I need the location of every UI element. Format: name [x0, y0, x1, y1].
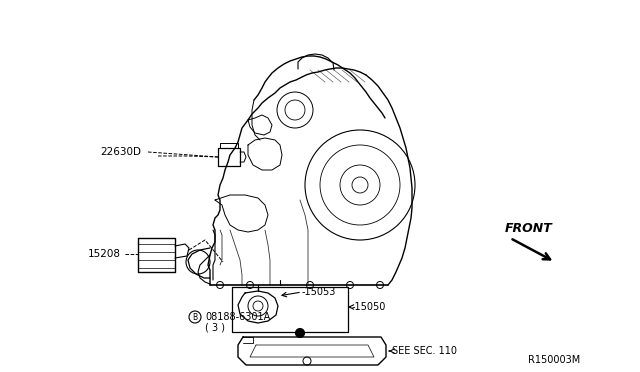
Text: B: B [193, 312, 198, 321]
Text: R150003M: R150003M [528, 355, 580, 365]
Text: SEE SEC. 110: SEE SEC. 110 [392, 346, 457, 356]
Text: FRONT: FRONT [505, 221, 553, 234]
Text: -15053: -15053 [302, 287, 337, 297]
Text: 15208: 15208 [88, 249, 121, 259]
Text: 22630D: 22630D [100, 147, 141, 157]
Circle shape [296, 328, 305, 337]
Text: -15050: -15050 [352, 302, 387, 312]
Text: ( 3 ): ( 3 ) [205, 323, 225, 333]
Text: 08188-6301A: 08188-6301A [205, 312, 270, 322]
